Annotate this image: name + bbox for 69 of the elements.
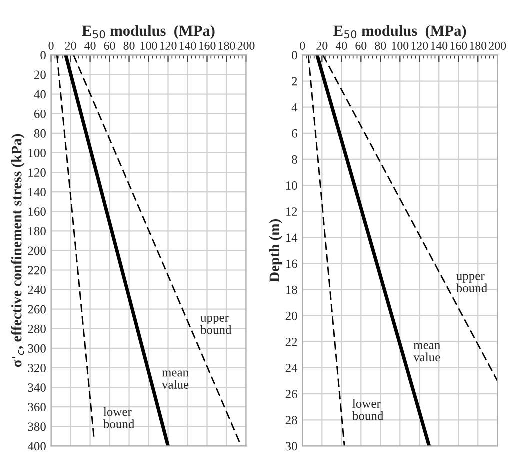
y-tick-label: 260	[28, 305, 46, 314]
x-tick-label: 140	[180, 42, 196, 50]
y-tick-label: 180	[28, 227, 46, 236]
x-axis-title: E$_{50}$ modulus (MPa)	[334, 25, 466, 40]
y-tick-label: 200	[28, 246, 46, 256]
y-tick-label: 14	[286, 234, 298, 242]
x-axis-title: E$_{50}$ modulus (MPa)	[82, 25, 215, 40]
y-tick-label: 380	[28, 422, 46, 432]
y-tick-label: 20	[286, 312, 298, 320]
annotation: lower bound	[352, 399, 384, 420]
y-tick-label: 16	[286, 260, 298, 268]
y-tick-label: 280	[28, 324, 46, 334]
y-tick-label: 20	[34, 70, 46, 80]
y-tick-label: 10	[286, 182, 298, 190]
y-tick-label: 0	[292, 51, 298, 60]
y-tick-label: 12	[286, 208, 298, 216]
x-tick-label: 100	[140, 42, 158, 50]
y-tick-label: 4	[292, 103, 298, 112]
x-tick-label: 180	[470, 42, 487, 50]
y-axis-title: Depth (m)	[269, 220, 283, 282]
y-tick-label: 220	[28, 266, 46, 275]
x-tick-label: 20	[65, 42, 76, 50]
x-tick-label: 140	[431, 42, 448, 50]
x-tick-label: 200	[238, 42, 255, 50]
y-tick-label: 340	[28, 384, 46, 392]
annotation: upper bound	[200, 316, 232, 334]
y-tick-label: 60	[34, 110, 46, 118]
y-tick-label: 400	[28, 442, 46, 451]
x-tick-label: 80	[124, 42, 135, 50]
x-tick-label: 160	[450, 42, 468, 50]
y-tick-label: 2	[292, 77, 298, 86]
y-tick-label: 30	[286, 442, 298, 451]
y-tick-label: 160	[28, 208, 46, 216]
x-tick-label: 160	[199, 42, 216, 50]
y-tick-label: 28	[286, 416, 298, 425]
x-tick-label: 0	[300, 42, 306, 50]
x-tick-label: 80	[375, 42, 386, 50]
y-tick-label: 6	[292, 129, 298, 138]
y-tick-label: 0	[40, 51, 46, 60]
annotation: mean value	[162, 370, 189, 389]
x-tick-label: 180	[218, 42, 236, 50]
x-tick-label: 120	[160, 42, 177, 50]
y-axis-title: σ'$_{c}$, effective confinement stress (kPa)	[11, 134, 25, 368]
x-tick-label: 200	[489, 42, 506, 50]
x-tick-label: 0	[48, 42, 54, 50]
y-tick-label: 240	[28, 286, 46, 294]
y-tick-label: 80	[34, 129, 46, 138]
y-tick-label: 24	[286, 364, 298, 372]
x-tick-label: 20	[316, 42, 328, 50]
y-tick-label: 120	[28, 168, 46, 177]
y-tick-label: 100	[28, 148, 46, 158]
x-tick-label: 40	[84, 42, 96, 50]
y-tick-label: 40	[34, 90, 46, 99]
y-tick-label: 26	[286, 390, 298, 399]
y-tick-label: 360	[28, 403, 46, 412]
x-tick-label: 100	[392, 42, 409, 50]
y-tick-label: 18	[286, 286, 298, 294]
y-tick-label: 140	[28, 188, 46, 197]
x-tick-label: 60	[356, 42, 367, 50]
y-tick-label: 300	[28, 344, 46, 353]
annotation: upper bound	[456, 274, 488, 293]
y-tick-label: 8	[292, 155, 298, 164]
x-tick-label: 120	[412, 42, 428, 50]
x-tick-label: 40	[336, 42, 348, 50]
annotation: lower bound	[103, 407, 135, 428]
y-tick-label: 22	[286, 338, 298, 346]
x-tick-label: 60	[104, 42, 116, 50]
y-tick-label: 320	[28, 364, 46, 372]
annotation: mean value	[414, 343, 440, 362]
